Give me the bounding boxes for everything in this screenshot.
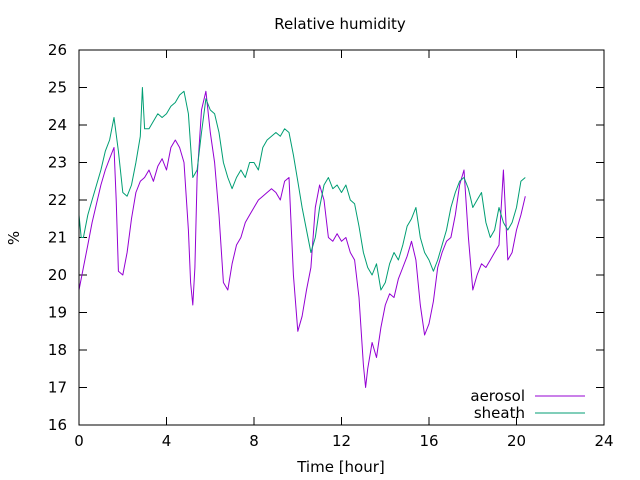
x-axis-label: Time [hour] [296, 458, 385, 476]
y-tick-label: 19 [48, 304, 67, 322]
y-tick-label: 25 [48, 79, 67, 97]
y-tick-label: 21 [48, 229, 67, 247]
y-tick-label: 17 [48, 379, 67, 397]
y-tick-label: 23 [48, 154, 67, 172]
y-tick-label: 22 [48, 191, 67, 209]
plot-frame [78, 49, 605, 426]
x-tick-label: 12 [332, 432, 351, 450]
x-tick-label: 20 [507, 432, 526, 450]
x-tick-label: 24 [594, 432, 613, 450]
legend-label-aerosol: aerosol [470, 387, 525, 405]
x-tick-label: 0 [74, 432, 84, 450]
x-tick-label: 8 [249, 432, 259, 450]
series-line-sheath [78, 87, 526, 291]
legend-label-sheath: sheath [474, 404, 525, 422]
series-layer [78, 87, 526, 388]
y-axis-ticks: 16 17 18 19 20 21 22 23 24 25 26 [48, 41, 604, 434]
y-tick-label: 18 [48, 341, 67, 359]
chart-title: Relative humidity [274, 15, 406, 33]
y-axis-label: % [5, 231, 23, 245]
series-line-aerosol [78, 90, 526, 388]
y-tick-label: 26 [48, 41, 67, 59]
x-axis-ticks: 0 4 8 12 16 20 24 [74, 50, 614, 450]
y-tick-label: 20 [48, 266, 67, 284]
y-tick-label: 16 [48, 416, 67, 434]
x-tick-label: 16 [419, 432, 438, 450]
x-tick-label: 4 [162, 432, 172, 450]
y-tick-label: 24 [48, 116, 67, 134]
